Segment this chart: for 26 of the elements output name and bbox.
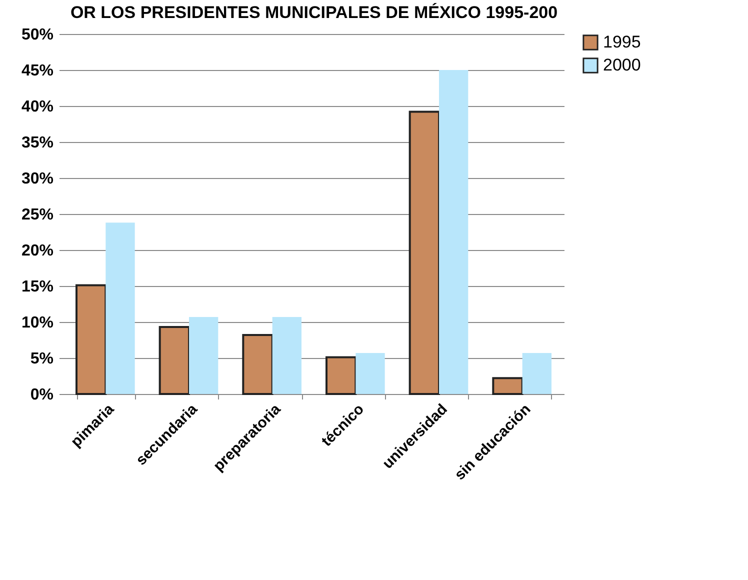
- bar: [522, 352, 552, 394]
- bar: [272, 316, 302, 394]
- y-tick-label: 40%: [21, 98, 54, 116]
- legend-label: 2000: [603, 56, 641, 74]
- legend-label: 1995: [603, 32, 641, 52]
- bar: [242, 334, 274, 395]
- bar: [439, 70, 468, 394]
- bar: [106, 222, 135, 394]
- bar: [326, 356, 357, 395]
- y-tick-label: 15%: [21, 278, 54, 296]
- bar: [158, 326, 190, 395]
- y-tick-label: 20%: [21, 242, 54, 260]
- y-tick-label: 0%: [30, 386, 54, 404]
- y-tick-label: 5%: [30, 350, 54, 368]
- bar: [492, 377, 524, 395]
- bar: [356, 352, 385, 394]
- y-tick-label: 25%: [21, 206, 54, 224]
- chart-title: OR LOS PRESIDENTES MUNICIPALES DE MÉXICO 1995-200: [70, 2, 558, 22]
- y-tick-label: 50%: [21, 26, 54, 44]
- y-tick-label: 30%: [21, 170, 54, 188]
- bar: [76, 284, 107, 395]
- bar: [408, 110, 440, 395]
- y-tick-label: 45%: [21, 62, 54, 80]
- y-tick-label: 35%: [21, 134, 54, 152]
- bar: [189, 316, 218, 394]
- y-tick-label: 10%: [21, 314, 54, 332]
